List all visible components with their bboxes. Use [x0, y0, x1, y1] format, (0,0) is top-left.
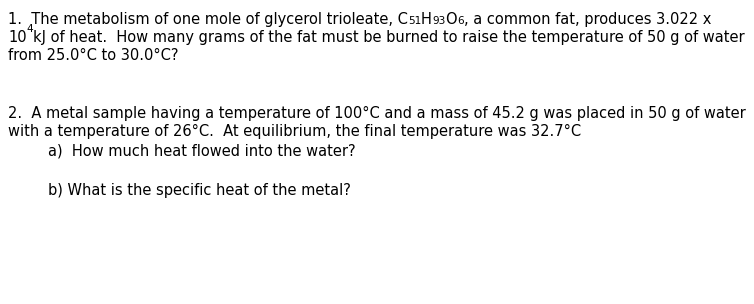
Text: a)  How much heat flowed into the water?: a) How much heat flowed into the water?: [48, 143, 356, 158]
Text: 4: 4: [26, 24, 33, 34]
Text: 2.  A metal sample having a temperature of 100°C and a mass of 45.2 g was placed: 2. A metal sample having a temperature o…: [8, 105, 746, 121]
Text: with a temperature of 26°C.  At equilibrium, the final temperature was 32.7°C: with a temperature of 26°C. At equilibri…: [8, 124, 581, 139]
Text: O: O: [446, 12, 457, 27]
Text: b) What is the specific heat of the metal?: b) What is the specific heat of the meta…: [48, 183, 351, 198]
Text: 10: 10: [8, 30, 26, 45]
Text: H: H: [421, 12, 432, 27]
Text: , a common fat, produces 3.022 x: , a common fat, produces 3.022 x: [464, 12, 711, 27]
Text: from 25.0°C to 30.0°C?: from 25.0°C to 30.0°C?: [8, 48, 179, 63]
Text: 93: 93: [432, 16, 446, 26]
Text: 6: 6: [457, 16, 464, 26]
Text: 1.  The metabolism of one mole of glycerol trioleate, C: 1. The metabolism of one mole of glycero…: [8, 12, 408, 27]
Text: kJ of heat.  How many grams of the fat must be burned to raise the temperature o: kJ of heat. How many grams of the fat mu…: [33, 30, 745, 45]
Text: 51: 51: [408, 16, 421, 26]
